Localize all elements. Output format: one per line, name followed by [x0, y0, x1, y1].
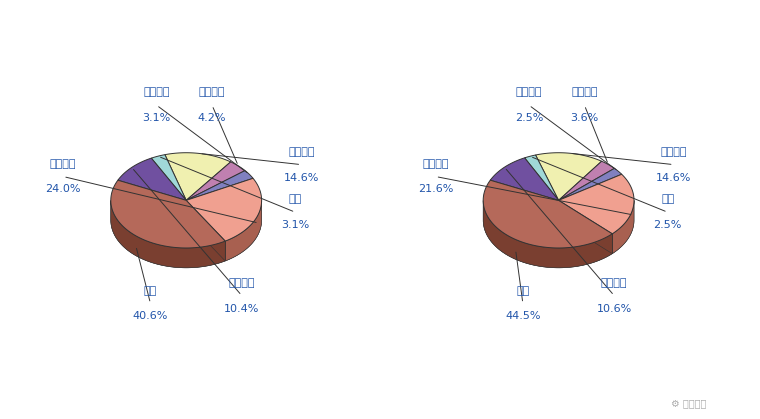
Polygon shape — [559, 161, 614, 200]
Text: 物体打击: 物体打击 — [515, 87, 542, 97]
Text: 坍塌: 坍塌 — [516, 286, 530, 295]
Polygon shape — [186, 200, 225, 261]
Polygon shape — [536, 153, 602, 200]
Polygon shape — [111, 200, 261, 268]
Text: 其他伤害: 其他伤害 — [50, 159, 77, 168]
Polygon shape — [559, 168, 622, 200]
Polygon shape — [483, 202, 613, 268]
Text: 触电: 触电 — [289, 194, 302, 204]
Text: 2.5%: 2.5% — [515, 113, 543, 123]
Text: 14.6%: 14.6% — [283, 173, 319, 183]
Text: 起重伤害: 起重伤害 — [288, 147, 315, 157]
Polygon shape — [111, 201, 225, 268]
Polygon shape — [186, 200, 225, 261]
Text: 3.6%: 3.6% — [570, 113, 599, 123]
Text: 24.0%: 24.0% — [46, 184, 81, 194]
Text: 高处坠落: 高处坠落 — [229, 278, 255, 288]
Polygon shape — [165, 153, 231, 200]
Text: 其他伤害: 其他伤害 — [423, 159, 449, 168]
Text: 40.6%: 40.6% — [133, 311, 168, 321]
Polygon shape — [524, 155, 559, 200]
Text: 触电: 触电 — [661, 194, 674, 204]
Text: 4.2%: 4.2% — [198, 113, 226, 123]
Polygon shape — [186, 178, 261, 241]
Polygon shape — [559, 200, 613, 253]
Text: 14.6%: 14.6% — [656, 173, 692, 183]
Text: 21.6%: 21.6% — [418, 184, 453, 194]
Polygon shape — [483, 180, 613, 248]
Text: 高处坠落: 高处坠落 — [601, 278, 628, 288]
Polygon shape — [613, 201, 634, 253]
Text: 物体打击: 物体打击 — [143, 87, 169, 97]
Text: ⚙ 豆丁施工: ⚙ 豆丁施工 — [671, 398, 707, 409]
Polygon shape — [151, 155, 186, 200]
Polygon shape — [186, 171, 253, 200]
Text: 2.5%: 2.5% — [654, 220, 682, 230]
Text: 44.5%: 44.5% — [505, 311, 540, 321]
Text: 3.1%: 3.1% — [281, 220, 309, 230]
Polygon shape — [483, 200, 634, 268]
Polygon shape — [559, 174, 634, 234]
Text: 10.6%: 10.6% — [597, 303, 632, 313]
Text: 车辆伤害: 车辆伤害 — [572, 87, 597, 97]
Polygon shape — [490, 158, 559, 200]
Text: 坍塌: 坍塌 — [144, 286, 157, 295]
Text: 10.4%: 10.4% — [224, 303, 259, 313]
Polygon shape — [186, 162, 245, 200]
Text: 车辆伤害: 车辆伤害 — [199, 87, 225, 97]
Polygon shape — [559, 200, 613, 253]
Polygon shape — [225, 201, 261, 261]
Text: 3.1%: 3.1% — [142, 113, 170, 123]
Polygon shape — [118, 158, 186, 200]
Text: 起重伤害: 起重伤害 — [660, 147, 687, 157]
Polygon shape — [111, 180, 225, 248]
